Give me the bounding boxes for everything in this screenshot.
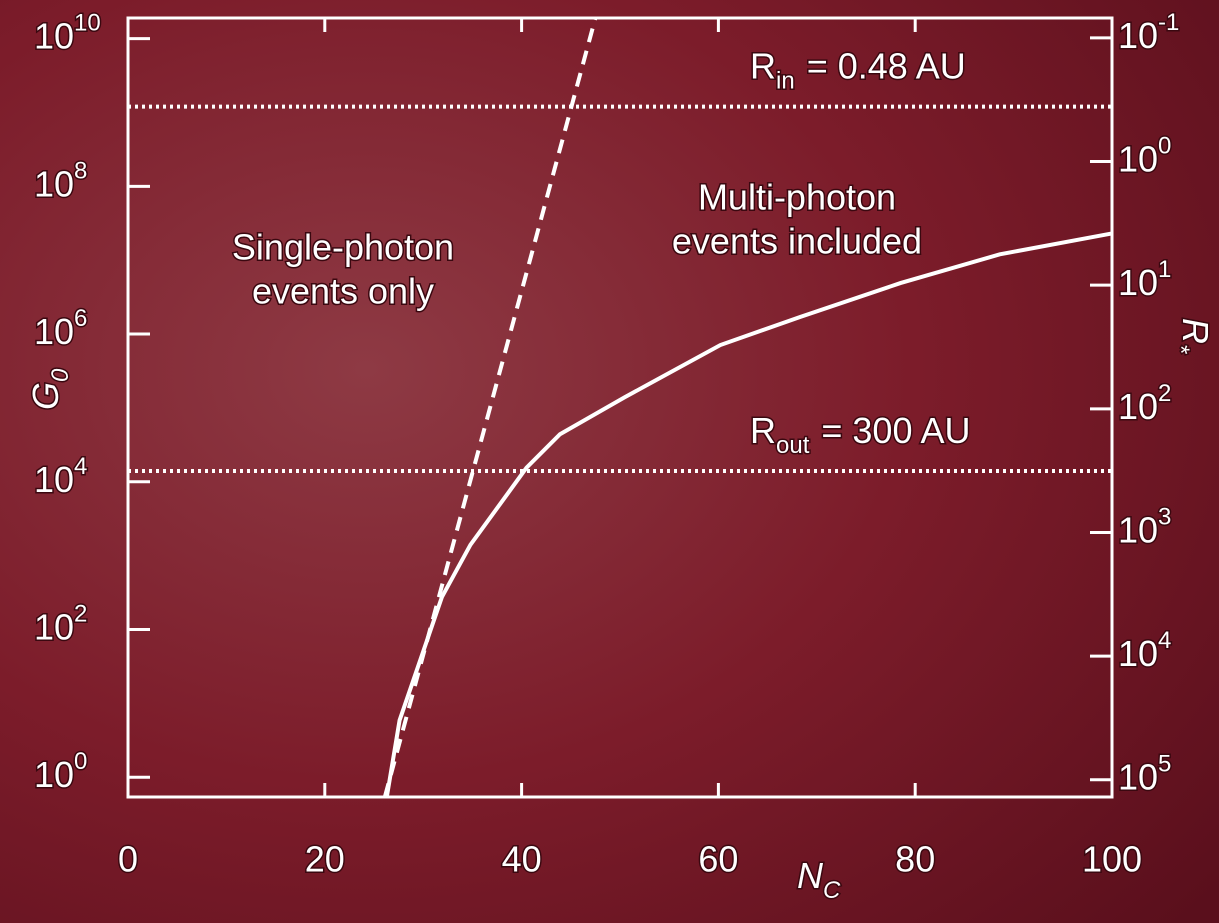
y-tick-label-part: 2: [74, 601, 87, 628]
y-axis-label-part: G: [25, 382, 66, 410]
reference-label-part: = 0.48 AU: [807, 45, 966, 86]
y2-tick-label-part: 10: [1118, 138, 1158, 179]
y2-tick-label-part: 10: [1118, 262, 1158, 303]
annotation: events included: [672, 221, 922, 262]
reference-label-part: out: [776, 432, 810, 459]
y2-tick-label-part: 1: [1158, 257, 1171, 284]
y2-tick-label: 104: [1118, 627, 1171, 673]
y-tick-label: 1010: [34, 10, 101, 56]
y2-tick-label-part: 3: [1158, 504, 1171, 531]
y-tick-label: 104: [34, 453, 87, 499]
y-tick-label: 106: [34, 305, 87, 351]
y2-tick-label-part: 0: [1158, 133, 1171, 160]
y-tick-label-part: 8: [74, 158, 87, 185]
x-tick-label: 60: [698, 839, 738, 880]
y2-tick-label-part: 10: [1118, 633, 1158, 674]
y-tick-label-part: 10: [34, 163, 74, 204]
reference-label: Rin = 0.48 AU: [750, 45, 966, 95]
reference-label-part: R: [750, 45, 776, 86]
y2-tick-label-part: 10: [1118, 385, 1158, 426]
reference-label-part: R: [750, 409, 776, 450]
y2-tick-label-part: 2: [1158, 380, 1171, 407]
y2-tick-label: 103: [1118, 504, 1171, 550]
annotation: Single-photon: [232, 227, 454, 268]
y-tick-label-part: 10: [74, 10, 101, 37]
reference-label-part: in: [776, 68, 795, 95]
y2-tick-label-part: 10: [1118, 14, 1158, 55]
reference-label: Rout = 300 AU: [750, 409, 971, 459]
y2-tick-label-part: 10: [1118, 756, 1158, 797]
y-tick-label: 102: [34, 601, 87, 647]
y-tick-label-part: 6: [74, 305, 87, 332]
y2-tick-label-part: 4: [1158, 627, 1171, 654]
x-tick-label: 20: [305, 839, 345, 880]
y2-tick-label-part: -1: [1158, 9, 1179, 36]
y-tick-label-part: 10: [34, 606, 74, 647]
x-tick-label: 100: [1082, 839, 1142, 880]
y2-tick-label: 10-1: [1118, 9, 1179, 55]
y-tick-label-part: 0: [74, 749, 87, 776]
x-axis-label-part: N: [797, 855, 824, 896]
y2-tick-label-part: 5: [1158, 751, 1171, 778]
y-tick-label-part: 10: [34, 311, 74, 352]
y-tick-label-part: 10: [34, 458, 74, 499]
x-axis-label: NC: [797, 855, 841, 905]
y-tick-label-part: 10: [34, 15, 74, 56]
reference-label-part: = 300 AU: [821, 409, 970, 450]
x-axis-label-part: C: [823, 877, 841, 904]
annotation: Multi-photon: [698, 177, 896, 218]
x-tick-label: 40: [502, 839, 542, 880]
x-tick-label: 80: [895, 839, 935, 880]
y2-axis-label: R*: [1167, 318, 1217, 354]
y-axis-label-part: 0: [47, 368, 74, 382]
y2-axis-label-part: *: [1167, 344, 1194, 354]
series-line: [384, 231, 1113, 798]
x-tick-label: 0: [118, 839, 138, 880]
y-tick-label-part: 10: [34, 754, 74, 795]
y2-tick-label: 100: [1118, 133, 1171, 179]
y2-axis-label-part: R: [1175, 318, 1216, 344]
series-line: [382, 17, 598, 798]
y-tick-label-part: 4: [74, 453, 87, 480]
y2-tick-label: 101: [1118, 257, 1171, 303]
y-tick-label: 100: [34, 749, 87, 795]
y2-tick-label: 105: [1118, 751, 1171, 797]
y-axis-label: G0: [25, 368, 75, 410]
y-tick-label: 108: [34, 158, 87, 204]
annotation: events only: [252, 271, 434, 312]
y2-tick-label-part: 10: [1118, 509, 1158, 550]
y2-tick-label: 102: [1118, 380, 1171, 426]
